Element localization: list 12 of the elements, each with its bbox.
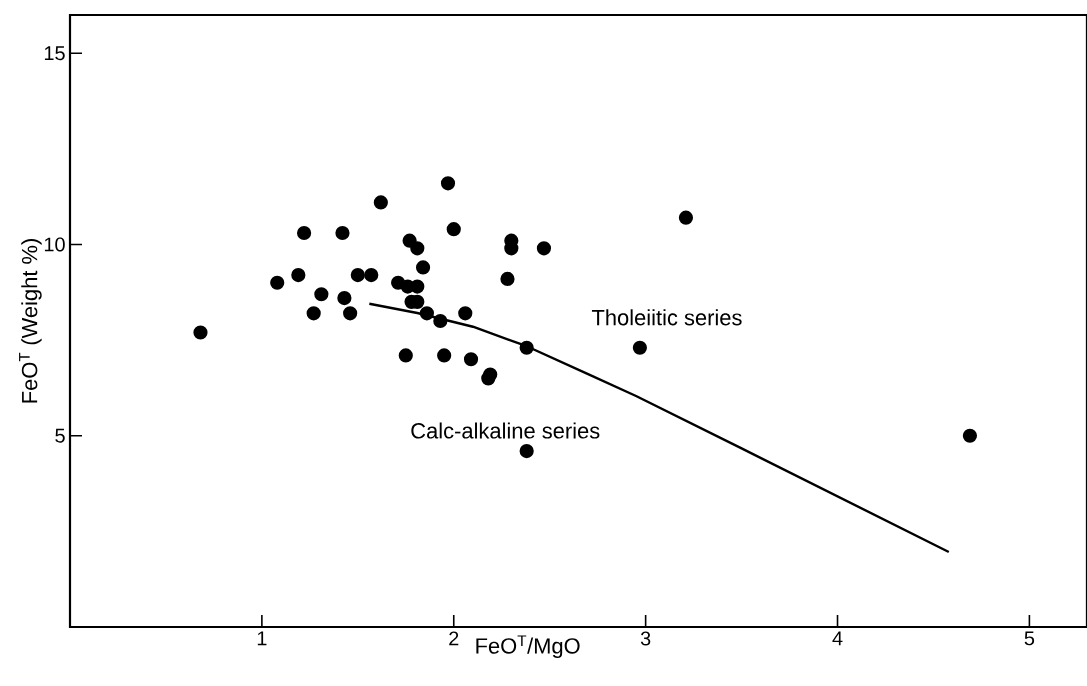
y-tick-label: 10 (44, 237, 65, 252)
x-tick-label: 3 (640, 631, 651, 646)
x-tick-label: 5 (1024, 631, 1035, 646)
y-axis-title: FeO$^{T}$ (Weight %) (19, 239, 42, 403)
x-axis-title: FeO$^{T}$/MgO (476, 635, 580, 659)
x-tick-label: 2 (449, 631, 459, 646)
annotation: Calc-alkaline series (411, 422, 600, 439)
y-tick-label: 5 (55, 428, 65, 443)
x-tick-label: 4 (832, 631, 843, 646)
annotation: Tholeiitic series (591, 309, 742, 326)
x-tick-label: 1 (257, 631, 267, 646)
y-tick-label: 15 (44, 46, 65, 61)
